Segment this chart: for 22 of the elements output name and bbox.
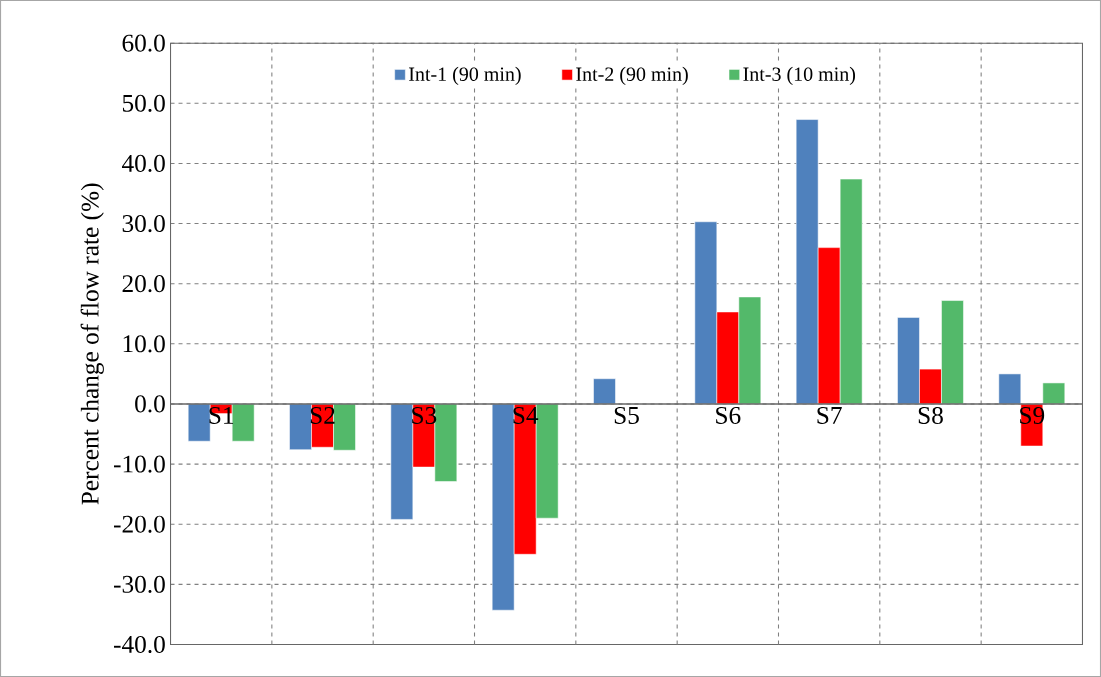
x-tick-label: S6	[716, 406, 741, 424]
x-tick-label: S5	[614, 406, 639, 424]
y-tick-label: 0.0	[135, 395, 165, 413]
x-tick-label: S7	[817, 406, 842, 424]
y-tick-label: 20.0	[122, 275, 165, 293]
y-tick-label: -10.0	[113, 455, 165, 473]
y-tick-label: 10.0	[123, 335, 165, 353]
x-tick-label: S8	[918, 406, 943, 424]
bar	[593, 378, 616, 405]
bar	[1042, 382, 1066, 405]
y-tick-label: 60.0	[122, 34, 165, 52]
legend-label: Int-3 (10 min)	[743, 66, 856, 85]
legend-label: Int-2 (90 min)	[576, 66, 688, 85]
y-tick-label: 50.0	[122, 94, 165, 112]
y-tick-label: -20.0	[113, 515, 165, 533]
y-tick-label: 40.0	[121, 154, 165, 173]
legend-label: Int-1 (90 min)	[409, 66, 521, 85]
y-axis-title: Percent change of flow rate (%)	[80, 183, 104, 505]
bar	[998, 373, 1022, 405]
y-tick-label: 30.0	[122, 214, 165, 233]
y-tick-label: -30.0	[113, 575, 165, 593]
y-tick-label: -40.0	[113, 635, 165, 654]
